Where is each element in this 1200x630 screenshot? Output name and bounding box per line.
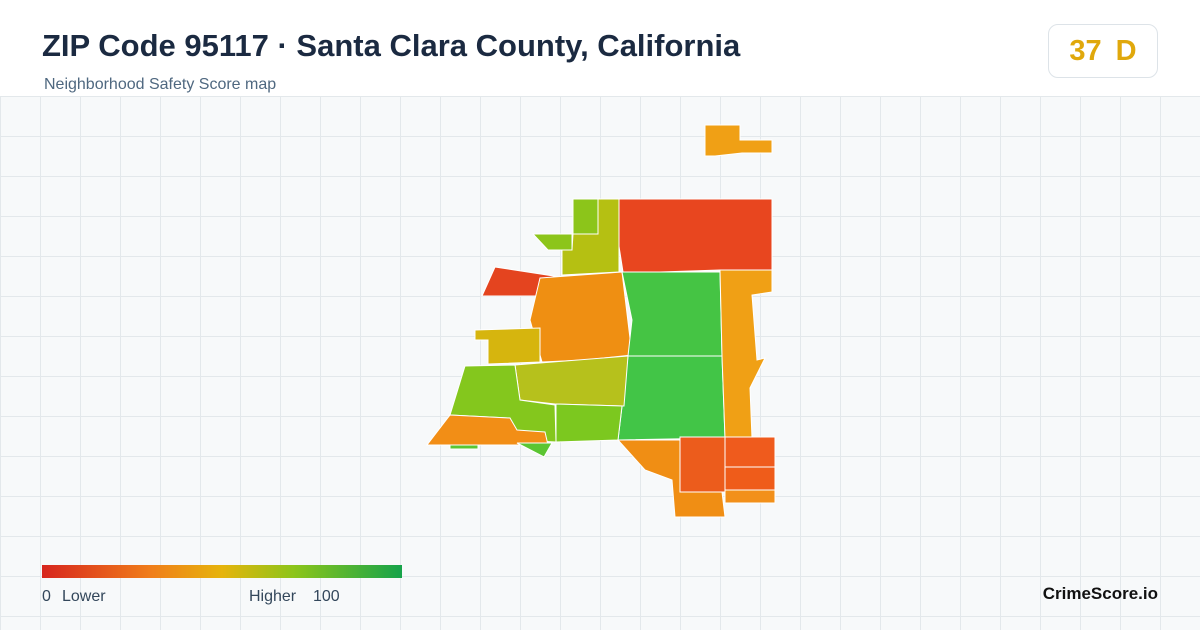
area: [531, 233, 573, 251]
score-grade: D: [1115, 34, 1137, 67]
legend-min: 0: [42, 588, 51, 605]
area: [514, 355, 629, 407]
area: [516, 442, 553, 458]
area: [679, 436, 726, 493]
legend-min-text: Lower: [62, 588, 106, 605]
area: [617, 198, 773, 273]
area: [724, 489, 776, 504]
area: [529, 271, 633, 363]
area: [724, 466, 776, 491]
legend-gradient: [42, 565, 402, 578]
brand: CrimeScore.io: [1042, 584, 1158, 603]
title: ZIP Code 95117 · Santa Clara County, Cal…: [42, 28, 741, 63]
area: [572, 198, 599, 235]
score-badge: 37 D: [1048, 24, 1158, 78]
area: [555, 403, 623, 443]
area: [449, 444, 479, 450]
legend-max: 100: [313, 588, 340, 605]
legend-max-text: Higher: [249, 588, 297, 605]
area: [621, 271, 723, 357]
subtitle: Neighborhood Safety Score map: [44, 76, 277, 93]
area: [474, 327, 541, 365]
area: [425, 414, 549, 446]
area: [617, 355, 726, 441]
area: [724, 436, 776, 468]
score-value: 37: [1069, 34, 1102, 67]
area: [719, 269, 773, 439]
area: [704, 124, 773, 157]
